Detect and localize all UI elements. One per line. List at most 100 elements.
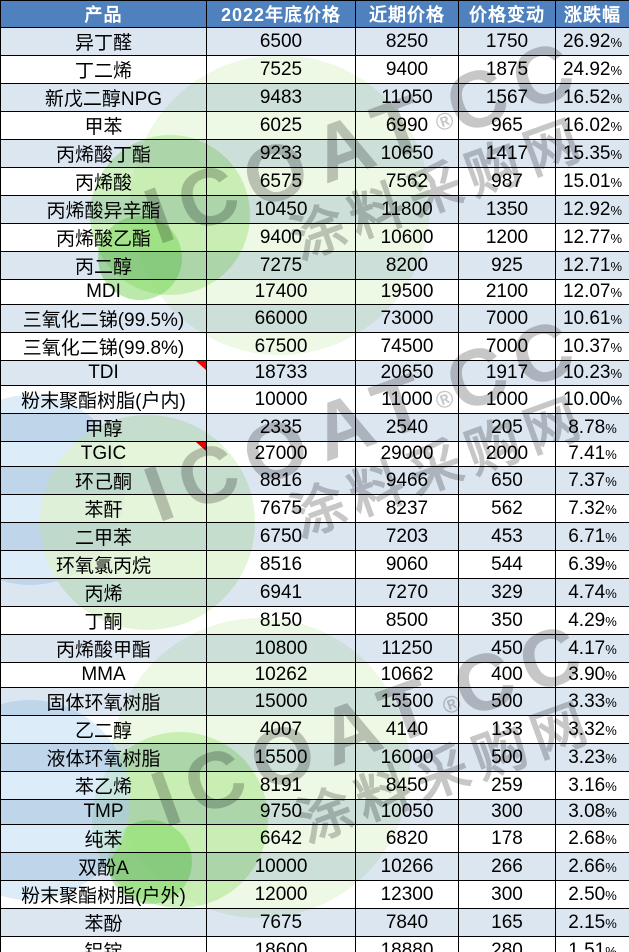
product-cell: 丙烯酸丁酯	[0, 139, 207, 168]
table-row: 丙烯酸甲酯 10800 11250 450 4.17%	[0, 634, 629, 663]
price-change-cell: 925	[458, 251, 556, 280]
price-change-cell: 1417	[458, 139, 556, 168]
product-cell: 丙烯酸异辛酯	[0, 195, 207, 224]
table-row: 苯酚 7675 7840 165 2.15%	[0, 908, 629, 937]
recent-price-cell: 15500	[355, 687, 459, 716]
recent-price-cell: 16000	[355, 743, 459, 772]
recent-price-cell: 11800	[355, 195, 459, 224]
price-change-cell: 7000	[458, 332, 556, 361]
pct-change-cell: 15.01%	[555, 167, 629, 196]
pct-change-cell: 7.37%	[555, 466, 629, 495]
pct-change-cell: 12.07%	[555, 279, 629, 305]
price-change-cell: 165	[458, 908, 556, 937]
recent-price-cell: 7840	[355, 908, 459, 937]
product-cell: 双酚A	[0, 852, 207, 881]
price-2022-cell: 10000	[206, 385, 356, 414]
price-change-cell: 266	[458, 852, 556, 881]
product-cell: 丙二醇	[0, 251, 207, 280]
price-2022-cell: 6500	[206, 27, 356, 56]
pct-change-cell: 12.92%	[555, 195, 629, 224]
table-row: 粉末聚酯树脂(户外) 12000 12300 300 2.50%	[0, 880, 629, 909]
price-2022-cell: 9483	[206, 83, 356, 112]
recent-price-cell: 11250	[355, 634, 459, 663]
recent-price-cell: 11000	[355, 385, 459, 414]
table-body: 异丁醛 6500 8250 1750 26.92% 丁二烯 7525 9400 1875 24.9…	[0, 27, 629, 952]
table-row: 丙烯酸异辛酯 10450 11800 1350 12.92%	[0, 195, 629, 224]
table-row: 丙烯酸乙酯 9400 10600 1200 12.77%	[0, 223, 629, 252]
product-cell: 苯乙烯	[0, 771, 207, 800]
recent-price-cell: 7203	[355, 522, 459, 551]
pct-change-cell: 2.68%	[555, 824, 629, 853]
recent-price-cell: 10050	[355, 799, 459, 825]
recent-price-cell: 8250	[355, 27, 459, 56]
column-header: 2022年底价格	[206, 0, 356, 28]
product-cell: 新戊二醇NPG	[0, 83, 207, 112]
price-change-cell: 1567	[458, 83, 556, 112]
recent-price-cell: 10266	[355, 852, 459, 881]
price-2022-cell: 6750	[206, 522, 356, 551]
column-header: 涨跌幅	[555, 0, 629, 28]
pct-change-cell: 12.71%	[555, 251, 629, 280]
price-2022-cell: 17400	[206, 279, 356, 305]
recent-price-cell: 9400	[355, 55, 459, 84]
price-2022-cell: 9750	[206, 799, 356, 825]
price-2022-cell: 10262	[206, 662, 356, 688]
price-change-cell: 450	[458, 634, 556, 663]
product-cell: TMP	[0, 799, 207, 825]
pct-change-cell: 6.39%	[555, 550, 629, 579]
price-change-cell: 350	[458, 606, 556, 635]
price-2022-cell: 6575	[206, 167, 356, 196]
pct-change-cell: 3.33%	[555, 687, 629, 716]
price-change-cell: 7000	[458, 304, 556, 333]
product-cell: 纯苯	[0, 824, 207, 853]
recent-price-cell: 8500	[355, 606, 459, 635]
price-2022-cell: 8816	[206, 466, 356, 495]
price-2022-cell: 15500	[206, 743, 356, 772]
recent-price-cell: 7270	[355, 578, 459, 607]
table-row: 丁二烯 7525 9400 1875 24.92%	[0, 55, 629, 84]
column-header: 价格变动	[458, 0, 556, 28]
pct-change-cell: 10.00%	[555, 385, 629, 414]
product-cell: TGIC	[0, 441, 207, 467]
pct-change-cell: 4.74%	[555, 578, 629, 607]
product-cell: 环己酮	[0, 466, 207, 495]
pct-change-cell: 7.41%	[555, 441, 629, 467]
product-cell: 环氧氯丙烷	[0, 550, 207, 579]
table-row: 新戊二醇NPG 9483 11050 1567 16.52%	[0, 83, 629, 112]
table-row: 三氧化二锑(99.5%) 66000 73000 7000 10.61%	[0, 304, 629, 333]
table-row: 铝锭18600188802801.51%	[0, 936, 629, 952]
recent-price-cell: 6820	[355, 824, 459, 853]
price-change-cell: 205	[458, 413, 556, 442]
product-cell: 丙烯酸乙酯	[0, 223, 207, 252]
price-2022-cell: 7675	[206, 494, 356, 523]
price-change-cell: 453	[458, 522, 556, 551]
table-row: TDI 18733 20650 1917 10.23%	[0, 360, 629, 386]
pct-change-cell: 2.66%	[555, 852, 629, 881]
recent-price-cell: 8237	[355, 494, 459, 523]
column-header: 产品	[0, 0, 207, 28]
product-cell: 粉末聚酯树脂(户内)	[0, 385, 207, 414]
price-change-cell: 1750	[458, 27, 556, 56]
recent-price-cell: 9060	[355, 550, 459, 579]
pct-change-cell: 3.90%	[555, 662, 629, 688]
price-2022-cell: 18733	[206, 360, 356, 386]
product-cell: 乙二醇	[0, 715, 207, 744]
pct-change-cell: 26.92%	[555, 27, 629, 56]
product-cell: 苯酚	[0, 908, 207, 937]
price-change-cell: 259	[458, 771, 556, 800]
recent-price-cell: 8200	[355, 251, 459, 280]
recent-price-cell: 6990	[355, 111, 459, 140]
pct-change-cell: 6.71%	[555, 522, 629, 551]
recent-price-cell: 29000	[355, 441, 459, 467]
product-cell: 甲醇	[0, 413, 207, 442]
product-cell: 丙烯酸	[0, 167, 207, 196]
product-cell: 液体环氧树脂	[0, 743, 207, 772]
price-change-cell: 329	[458, 578, 556, 607]
pct-change-cell: 3.16%	[555, 771, 629, 800]
table-row: 苯酐 7675 8237 562 7.32%	[0, 494, 629, 523]
price-2022-cell: 9400	[206, 223, 356, 252]
price-change-cell: 300	[458, 799, 556, 825]
recent-price-cell: 7562	[355, 167, 459, 196]
price-2022-cell: 9233	[206, 139, 356, 168]
